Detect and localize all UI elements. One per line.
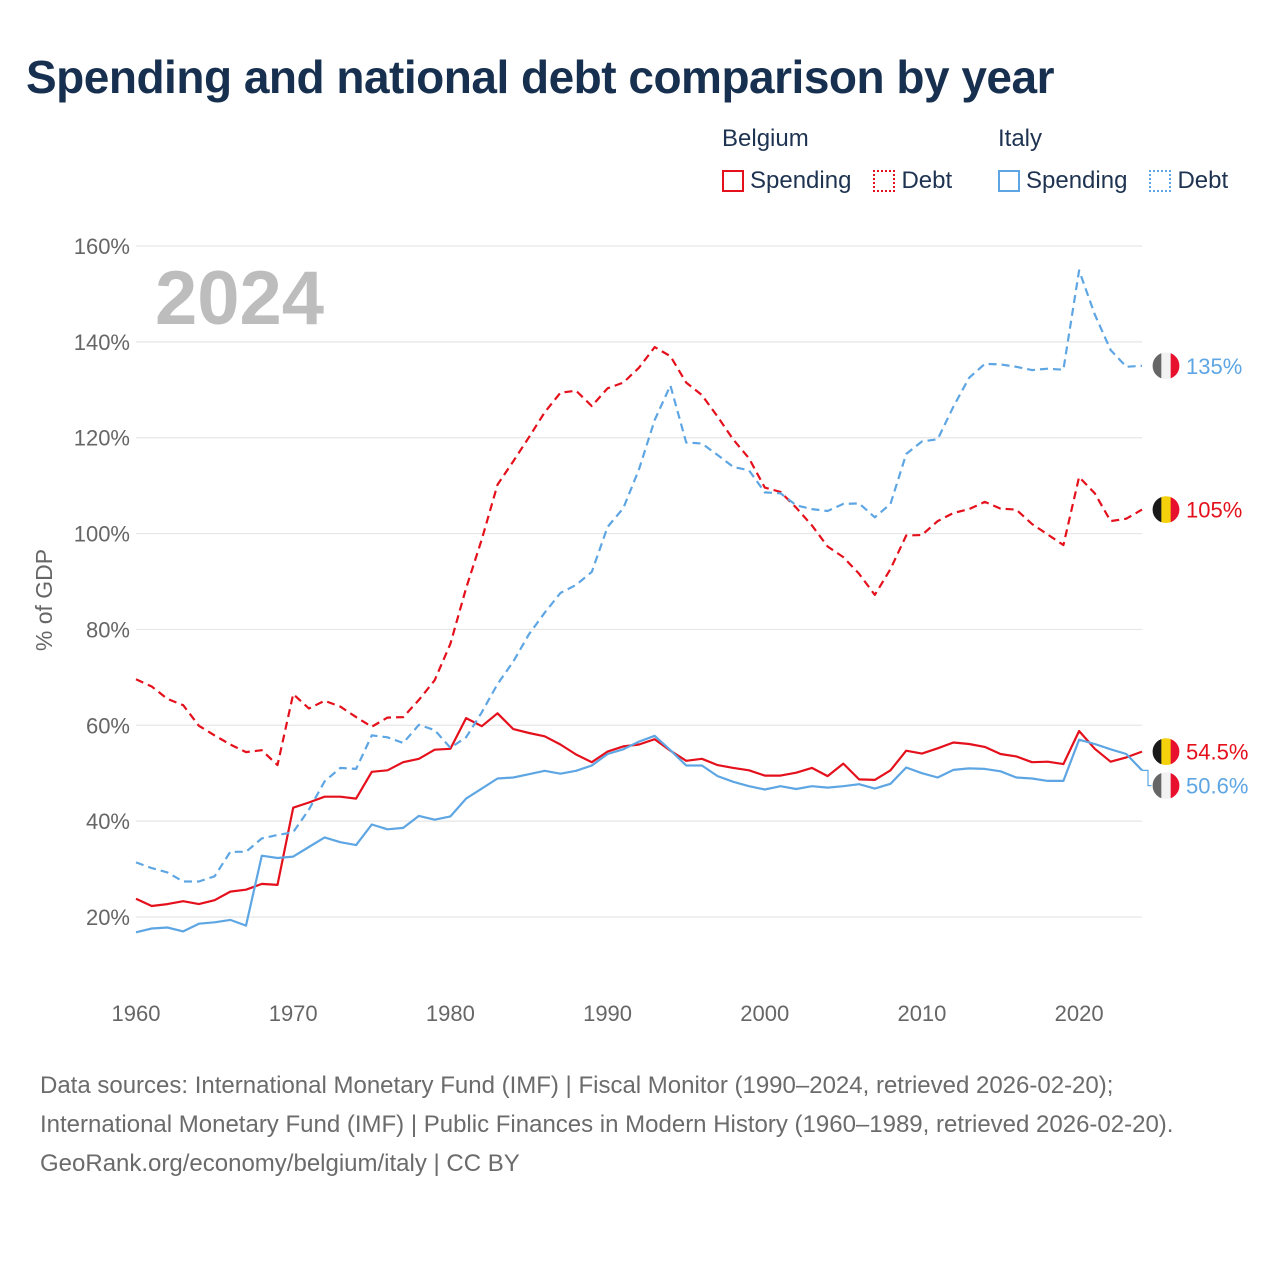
series-line-belgium-debt (135, 346, 1143, 767)
legend-country-belgium: Belgium (722, 125, 809, 152)
end-label-italy: 50.6% (1142, 769, 1248, 801)
legend-item-italy-spending[interactable]: Spending (998, 167, 1127, 195)
legend-swatch-dashed (873, 170, 896, 192)
x-tick-label: 2000 (740, 1001, 789, 1026)
legend-label: Debt (901, 167, 953, 194)
x-tick-label: 2020 (1055, 1001, 1104, 1026)
y-tick-label: 40% (86, 809, 130, 834)
end-label-value: 50.6% (1186, 774, 1248, 799)
page-title: Spending and national debt comparison by… (26, 51, 1055, 103)
legend-swatch-dashed (1149, 170, 1172, 192)
legend-swatch-solid (998, 170, 1020, 192)
y-tick-label: 20% (86, 905, 130, 930)
flag-italy-icon (1152, 351, 1180, 380)
x-tick-label: 2010 (897, 1001, 946, 1026)
y-tick-label: 80% (86, 617, 130, 642)
legend-swatch-solid (722, 170, 744, 192)
legend-label: Spending (1026, 167, 1128, 194)
legend-group-italy: Italy Spending Debt (998, 124, 1228, 196)
flag-italy-icon (1152, 771, 1180, 800)
y-axis-ticks: 20% 40% 60% 80% 100% 120% 140% 160% (74, 234, 130, 930)
x-tick-label: 1960 (112, 1001, 161, 1026)
legend-label: Debt (1177, 167, 1229, 194)
end-label-belgium: 54.5% (1151, 737, 1248, 767)
end-label-italy: 135% (1151, 351, 1242, 381)
x-tick-label: 1990 (583, 1001, 632, 1026)
y-tick-label: 160% (74, 234, 130, 259)
series-lines (135, 269, 1143, 934)
end-label-value: 135% (1186, 354, 1242, 379)
end-label-value: 54.5% (1186, 740, 1248, 765)
legend-item-belgium-spending[interactable]: Spending (722, 167, 851, 195)
source-text: Data sources: International Monetary Fun… (40, 1072, 1174, 1138)
y-tick-label: 60% (86, 713, 130, 738)
x-tick-label: 1980 (426, 1001, 475, 1026)
end-label-value: 105% (1186, 498, 1242, 523)
y-tick-label: 120% (74, 426, 130, 451)
source-note: Data sources: International Monetary Fun… (40, 1066, 1240, 1183)
flag-belgium-icon (1152, 495, 1180, 524)
legend-item-belgium-debt[interactable]: Debt (873, 167, 952, 195)
source-url: GeoRank.org/economy/belgium/italy | CC B… (40, 1150, 520, 1177)
x-axis-ticks: 1960 1970 1980 1990 2000 2010 2020 (112, 1001, 1104, 1026)
end-label-belgium: 105% (1151, 495, 1242, 525)
legend-group-belgium: Belgium Spending Debt (722, 124, 952, 196)
legend-item-italy-debt[interactable]: Debt (1149, 167, 1228, 195)
legend-label: Spending (750, 167, 852, 194)
y-axis-label: % of GDP (31, 549, 57, 651)
flag-belgium-icon (1152, 737, 1180, 766)
year-watermark: 2024 (155, 256, 324, 341)
y-tick-label: 100% (74, 522, 130, 547)
end-label-connector (1142, 769, 1152, 787)
series-line-italy-spending (135, 734, 1143, 934)
x-tick-label: 1970 (269, 1001, 318, 1026)
y-tick-label: 140% (74, 330, 130, 355)
series-line-italy-debt (135, 269, 1143, 883)
line-chart: 20% 40% 60% 80% 100% 120% 140% 160% 1960 1970 198… (31, 234, 1248, 1026)
series-line-belgium-spending (135, 712, 1143, 908)
end-labels: 135% 105% 54.5% 50.6% (1142, 351, 1248, 801)
gridlines (136, 245, 1142, 918)
legend-country-italy: Italy (998, 125, 1043, 152)
